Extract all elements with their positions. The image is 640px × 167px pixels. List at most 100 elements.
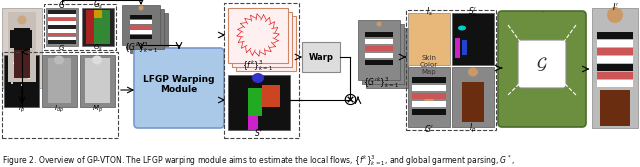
Bar (86, 10, 94, 44)
Text: $M_p$: $M_p$ (92, 103, 102, 115)
Bar (28, 30, 32, 48)
Text: $\{f^k\}_{k=1}^3$: $\{f^k\}_{k=1}^3$ (243, 59, 273, 73)
Bar (455, 38, 460, 58)
Bar (2, 52, 118, 138)
Bar (10, 30, 14, 48)
Bar (48, 14, 76, 17)
Ellipse shape (376, 22, 381, 27)
Bar (14, 50, 30, 78)
Bar (48, 58, 71, 103)
Bar (412, 77, 446, 83)
FancyBboxPatch shape (498, 11, 586, 127)
Bar (462, 82, 484, 122)
Ellipse shape (424, 96, 433, 105)
Bar (2, 8, 42, 88)
Text: $\{G'^k\}_{k=1}^3$: $\{G'^k\}_{k=1}^3$ (363, 75, 399, 91)
Text: $I_p$: $I_p$ (469, 121, 477, 135)
Bar (373, 61, 401, 66)
Bar (248, 116, 258, 130)
Bar (369, 50, 397, 55)
FancyBboxPatch shape (518, 40, 566, 88)
Bar (365, 60, 393, 65)
Text: Figure 2. Overview of GP-VTON. The LFGP warping module aims to estimate the loca: Figure 2. Overview of GP-VTON. The LFGP … (2, 153, 515, 167)
Text: $\{G^k\}_{k=1}^3$: $\{G^k\}_{k=1}^3$ (124, 41, 158, 55)
Bar (14, 28, 30, 50)
Bar (452, 67, 494, 127)
Bar (369, 57, 397, 62)
Text: $G'$: $G'$ (424, 123, 434, 133)
Bar (46, 8, 78, 46)
Ellipse shape (381, 26, 385, 31)
Bar (358, 20, 400, 80)
Bar (138, 43, 160, 47)
Ellipse shape (92, 55, 102, 64)
Ellipse shape (138, 6, 143, 11)
Bar (408, 67, 450, 127)
Bar (134, 24, 156, 28)
Text: Module: Module (161, 86, 198, 95)
Bar (224, 3, 299, 138)
Bar (86, 10, 110, 44)
Bar (80, 55, 115, 107)
Text: $S'$: $S'$ (253, 126, 262, 137)
Bar (94, 10, 102, 18)
Bar (597, 40, 633, 47)
Bar (82, 8, 114, 46)
Ellipse shape (607, 7, 623, 23)
Bar (597, 56, 633, 63)
Ellipse shape (458, 26, 466, 31)
Ellipse shape (18, 67, 20, 69)
Ellipse shape (252, 73, 264, 83)
Bar (228, 8, 288, 63)
Bar (452, 13, 494, 65)
Text: $G_s$: $G_s$ (93, 43, 103, 53)
Bar (597, 32, 633, 39)
Bar (369, 36, 397, 41)
Bar (408, 13, 450, 65)
Bar (130, 20, 152, 24)
Bar (134, 19, 156, 23)
Bar (365, 53, 393, 58)
Ellipse shape (13, 62, 15, 64)
Bar (134, 39, 156, 43)
Bar (126, 9, 164, 49)
FancyBboxPatch shape (134, 48, 224, 128)
Text: $\mathcal{G}$: $\mathcal{G}$ (541, 10, 543, 14)
Ellipse shape (385, 30, 390, 35)
Bar (130, 30, 152, 34)
Bar (365, 39, 393, 44)
Bar (48, 40, 76, 44)
Bar (130, 15, 152, 19)
Bar (48, 18, 76, 21)
Bar (48, 29, 76, 33)
Bar (262, 85, 280, 107)
Text: $I_p$: $I_p$ (17, 103, 24, 115)
Bar (373, 40, 401, 45)
Text: $\mathcal{G}$: $\mathcal{G}$ (536, 55, 548, 73)
Bar (48, 21, 76, 25)
Bar (597, 64, 633, 71)
Bar (373, 54, 401, 59)
Bar (48, 37, 76, 40)
Bar (362, 24, 404, 84)
Bar (412, 109, 446, 115)
Ellipse shape (23, 60, 25, 62)
Bar (412, 93, 446, 99)
Text: $\otimes$: $\otimes$ (342, 91, 358, 109)
Bar (366, 28, 408, 88)
Ellipse shape (15, 74, 17, 76)
Bar (122, 5, 160, 45)
Ellipse shape (54, 55, 64, 64)
Bar (138, 28, 160, 32)
Bar (4, 55, 39, 107)
Bar (232, 12, 292, 67)
Bar (302, 42, 340, 72)
Bar (48, 25, 76, 29)
Bar (130, 25, 152, 29)
Text: $I_{dp}$: $I_{dp}$ (54, 103, 64, 115)
Bar (48, 10, 76, 14)
Bar (134, 29, 156, 33)
Bar (8, 12, 36, 82)
Bar (462, 40, 467, 55)
Text: $I_s$: $I_s$ (426, 6, 433, 18)
